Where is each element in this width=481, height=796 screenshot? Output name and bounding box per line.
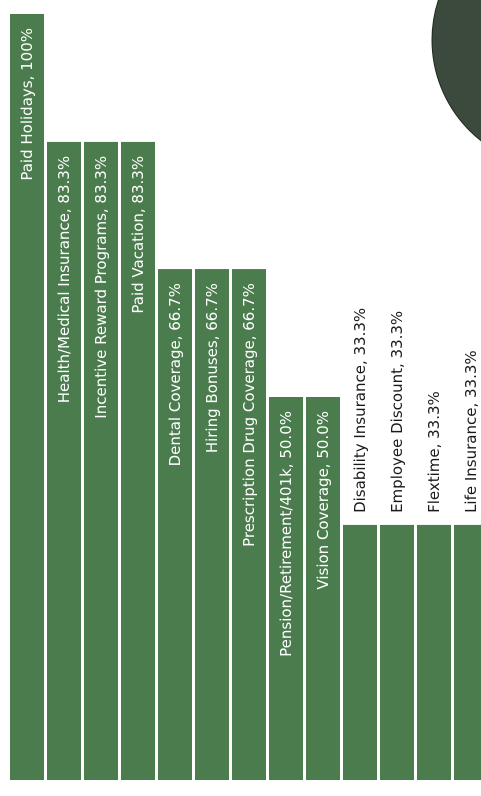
bar-9 (343, 524, 377, 780)
bar-label-7: Pension/Retirement/401k, 50.0% (277, 411, 295, 657)
bar-5 (195, 269, 229, 780)
bar-label-12: Life Insurance, 33.3% (462, 350, 480, 513)
bar-label-4: Dental Coverage, 66.7% (166, 283, 184, 466)
decoration-layer (431, 0, 481, 142)
bar-label-10: Employee Discount, 33.3% (388, 311, 406, 513)
decorative-circle (431, 0, 481, 142)
bar-0 (10, 14, 44, 780)
bar-4 (158, 269, 192, 780)
bar-2 (84, 141, 118, 780)
bar-label-11: Flextime, 33.3% (425, 391, 443, 513)
bar-3 (121, 141, 155, 780)
bar-label-0: Paid Holidays, 100% (18, 28, 36, 181)
labels-layer: Paid Holidays, 100% Health/Medical Insura… (18, 28, 480, 657)
bar-11 (417, 524, 451, 780)
bar-label-8: Vision Coverage, 50.0% (314, 411, 332, 590)
bar-7 (269, 397, 303, 780)
bar-12 (454, 524, 481, 780)
bar-8 (306, 397, 340, 780)
bar-label-2: Incentive Reward Programs, 83.3% (92, 156, 110, 419)
bar-label-1: Health/Medical Insurance, 83.3% (55, 156, 73, 403)
bar-6 (232, 269, 266, 780)
bar-10 (380, 524, 414, 780)
bars-layer (10, 14, 481, 780)
bar-label-5: Hiring Bonuses, 66.7% (203, 283, 221, 453)
bar-label-6: Prescription Drug Coverage, 66.7% (240, 283, 258, 547)
bar-1 (47, 141, 81, 780)
bar-label-9: Disability Insurance, 33.3% (351, 308, 369, 513)
bar-label-3: Paid Vacation, 83.3% (129, 156, 147, 314)
